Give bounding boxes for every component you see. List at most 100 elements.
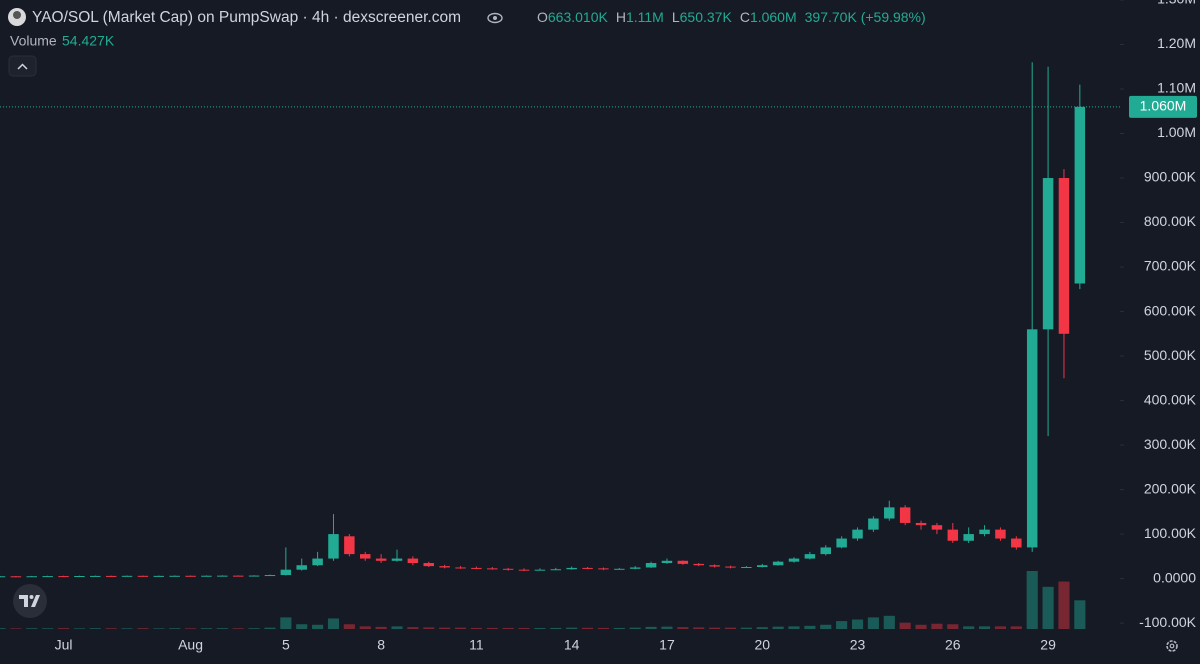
candle-body [423, 563, 435, 567]
candle-body [58, 576, 69, 578]
last-price-box [1129, 95, 1197, 118]
collapse-button[interactable] [8, 55, 37, 77]
logo-mark [19, 595, 40, 607]
volume-bar [280, 617, 292, 629]
volume-bar [1058, 581, 1070, 629]
volume-bar [963, 626, 975, 629]
candle-body [931, 525, 943, 530]
y-tick-label: 1.00M [1157, 124, 1196, 140]
candle-body [534, 569, 546, 571]
toggle-visibility-button[interactable] [483, 6, 507, 30]
candle-body [1058, 178, 1070, 334]
candle-body [836, 538, 847, 548]
volume-bar [534, 628, 546, 629]
last-price-label: 1.060M [1140, 98, 1187, 114]
y-tick-label: 1.10M [1157, 80, 1196, 96]
candle-body [963, 534, 974, 541]
volume-bar [931, 623, 943, 629]
volume-bar [740, 627, 752, 629]
candle-body [455, 567, 466, 569]
candle-body [328, 534, 339, 559]
volume-bar [899, 622, 911, 629]
candle-body [439, 566, 450, 568]
volume-bar [566, 627, 578, 629]
y-tick-label: 100.00K [1144, 525, 1197, 541]
candle-body [232, 575, 244, 577]
settings-button[interactable] [1166, 640, 1178, 652]
candle-body [169, 575, 180, 577]
candle-body [820, 547, 832, 555]
candle-body [947, 529, 959, 541]
token-avatar-face [13, 11, 21, 19]
volume-bar [804, 625, 816, 629]
candle-body [550, 569, 562, 571]
volume-bar [851, 619, 864, 629]
candle-body [693, 563, 704, 566]
y-tick-label: 800.00K [1144, 213, 1197, 229]
candle-body [868, 518, 879, 530]
candle-body [614, 568, 625, 570]
y-tick-label: 0.0000 [1153, 569, 1196, 585]
y-tick-label: -100.00K [1139, 614, 1196, 630]
candle-body [248, 575, 260, 577]
logo-bg[interactable] [13, 584, 47, 618]
volume-bar [788, 626, 800, 629]
y-tick-label: 200.00K [1144, 480, 1197, 496]
y-tick-label: 500.00K [1144, 347, 1197, 363]
volume-bar [359, 626, 371, 629]
ohlc-legend: O663.010K H1.11M L650.37K C1.060M 397.70K (+… [537, 9, 926, 25]
volume-bar [375, 626, 387, 629]
legend-value: 1.11M [626, 9, 664, 25]
x-tick-label: 17 [659, 637, 675, 653]
candle-body [312, 558, 323, 566]
y-tick-label: 400.00K [1144, 391, 1197, 407]
volume-bar [42, 628, 54, 629]
legend-value: 1.060M [750, 9, 797, 25]
volume-bar [153, 628, 165, 629]
candle-body [804, 554, 816, 559]
candle-body [772, 561, 784, 566]
candle-body [121, 575, 133, 577]
candle-body [598, 568, 609, 570]
volume-bar [836, 621, 848, 629]
x-tick-label: Aug [178, 637, 203, 653]
candle-body [153, 575, 165, 577]
tradingview-logo[interactable] [13, 584, 47, 618]
x-tick-label: 14 [564, 637, 580, 653]
candle-body [471, 567, 482, 569]
candle-body [344, 536, 355, 555]
volume-bar [724, 627, 737, 629]
volume-bar [1026, 571, 1038, 629]
legend-value: 663.010K [548, 9, 609, 25]
x-tick-label: 5 [282, 637, 290, 653]
volume-bar [89, 628, 101, 629]
volume-bar [1074, 600, 1086, 629]
volume-bar [407, 627, 419, 629]
volume-bar [121, 628, 133, 629]
candle-body [407, 558, 419, 564]
chevron-up [17, 63, 28, 70]
gear-icon[interactable] [1166, 640, 1178, 652]
candle-body [677, 560, 689, 564]
candle-body [42, 576, 53, 578]
candle-body [375, 558, 387, 561]
volume-bar [867, 617, 879, 629]
candle-body [741, 567, 752, 569]
legend-change: 397.70K (+59.98%) [805, 9, 926, 25]
candle-body [359, 554, 371, 559]
volume-bar [248, 628, 260, 629]
legend-value: 650.37K [680, 9, 733, 25]
legend-key: C [740, 9, 750, 25]
volume-bar [502, 627, 514, 629]
button-frame[interactable] [8, 55, 37, 77]
volume-bar [550, 627, 562, 629]
volume-bar [1010, 626, 1022, 629]
volume-bar [264, 627, 276, 629]
candle-body [90, 575, 101, 577]
candle-body [264, 575, 276, 577]
volume-bar [10, 628, 22, 629]
candle-body [915, 522, 927, 526]
